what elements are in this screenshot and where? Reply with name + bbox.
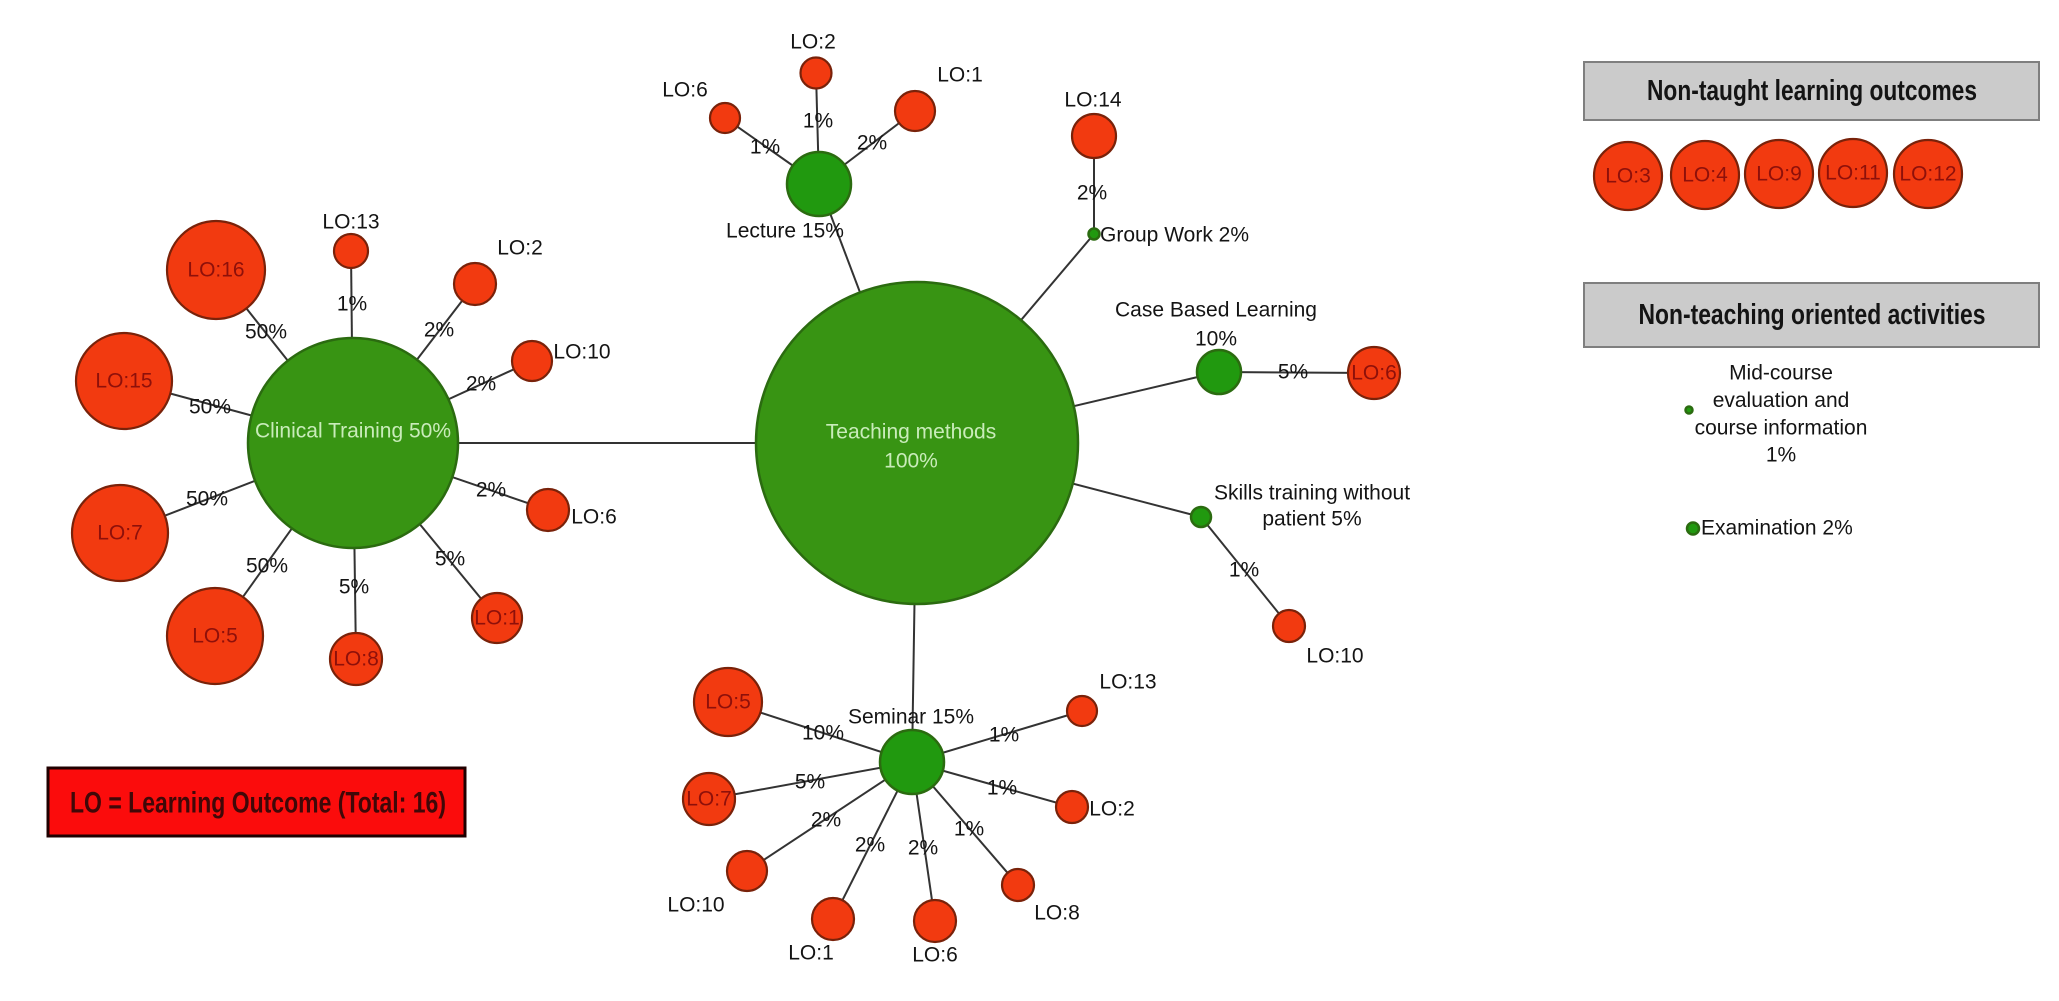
svg-text:LO:1: LO:1 xyxy=(788,942,834,965)
svg-text:1%: 1% xyxy=(989,724,1019,747)
svg-text:Seminar 15%: Seminar 15% xyxy=(848,706,974,729)
svg-text:10%: 10% xyxy=(802,722,844,745)
svg-text:Examination 2%: Examination 2% xyxy=(1701,517,1853,540)
svg-text:LO = Learning Outcome (Total:: LO = Learning Outcome (Total: 16) xyxy=(70,787,446,820)
svg-text:evaluation and: evaluation and xyxy=(1713,389,1850,412)
svg-text:LO:11: LO:11 xyxy=(1825,162,1881,185)
svg-text:2%: 2% xyxy=(424,319,454,342)
svg-text:5%: 5% xyxy=(795,771,825,794)
svg-text:LO:5: LO:5 xyxy=(192,625,238,648)
svg-text:course information: course information xyxy=(1695,416,1868,439)
svg-text:LO:6: LO:6 xyxy=(662,79,708,102)
svg-text:Teaching methods: Teaching methods xyxy=(826,421,996,444)
svg-text:LO:6: LO:6 xyxy=(912,944,958,967)
svg-text:LO:3: LO:3 xyxy=(1605,165,1651,188)
svg-text:LO:7: LO:7 xyxy=(97,522,143,545)
svg-text:5%: 5% xyxy=(339,576,369,599)
svg-text:LO:10: LO:10 xyxy=(553,341,610,364)
svg-text:LO:10: LO:10 xyxy=(667,894,724,917)
svg-text:50%: 50% xyxy=(186,488,228,511)
svg-text:Non-teaching oriented activiti: Non-teaching oriented activities xyxy=(1639,299,1986,331)
svg-text:LO:9: LO:9 xyxy=(1756,163,1802,186)
svg-text:LO:8: LO:8 xyxy=(1034,902,1080,925)
svg-text:Non-taught learning outcomes: Non-taught learning outcomes xyxy=(1647,75,1977,107)
svg-text:LO:13: LO:13 xyxy=(322,211,379,234)
svg-text:50%: 50% xyxy=(246,555,288,578)
svg-text:Lecture 15%: Lecture 15% xyxy=(726,220,844,243)
svg-text:LO:6: LO:6 xyxy=(1351,362,1397,385)
svg-text:100%: 100% xyxy=(884,450,938,473)
svg-text:Skills training without: Skills training without xyxy=(1214,482,1410,505)
svg-text:2%: 2% xyxy=(466,373,496,396)
svg-text:LO:15: LO:15 xyxy=(95,370,152,393)
svg-text:LO:4: LO:4 xyxy=(1682,164,1728,187)
svg-text:2%: 2% xyxy=(1077,182,1107,205)
svg-text:LO:2: LO:2 xyxy=(1089,798,1135,821)
svg-text:LO:14: LO:14 xyxy=(1064,89,1122,112)
svg-text:LO:1: LO:1 xyxy=(474,607,520,630)
svg-text:2%: 2% xyxy=(908,837,938,860)
svg-text:LO:12: LO:12 xyxy=(1899,163,1956,186)
svg-text:2%: 2% xyxy=(855,834,885,857)
svg-text:Group Work 2%: Group Work 2% xyxy=(1100,224,1249,247)
svg-text:LO:6: LO:6 xyxy=(571,506,617,529)
svg-text:5%: 5% xyxy=(1278,361,1308,384)
svg-text:LO:8: LO:8 xyxy=(333,648,379,671)
svg-text:Mid-course: Mid-course xyxy=(1729,362,1833,385)
svg-text:Case Based Learning: Case Based Learning xyxy=(1115,299,1317,322)
svg-text:LO:1: LO:1 xyxy=(937,64,983,87)
svg-text:LO:2: LO:2 xyxy=(790,31,836,54)
svg-text:2%: 2% xyxy=(857,132,887,155)
svg-text:2%: 2% xyxy=(476,479,506,502)
svg-text:1%: 1% xyxy=(1766,444,1796,467)
svg-text:LO:16: LO:16 xyxy=(187,259,244,282)
svg-text:LO:13: LO:13 xyxy=(1099,671,1156,694)
svg-text:1%: 1% xyxy=(954,818,984,841)
svg-text:Clinical Training 50%: Clinical Training 50% xyxy=(255,420,451,443)
svg-text:LO:10: LO:10 xyxy=(1306,645,1363,668)
svg-text:LO:2: LO:2 xyxy=(497,237,543,260)
svg-text:50%: 50% xyxy=(189,396,231,419)
svg-text:1%: 1% xyxy=(1229,559,1259,582)
svg-text:50%: 50% xyxy=(245,321,287,344)
svg-text:1%: 1% xyxy=(987,777,1017,800)
svg-text:1%: 1% xyxy=(337,293,367,316)
svg-text:1%: 1% xyxy=(750,136,780,159)
svg-text:LO:7: LO:7 xyxy=(686,788,732,811)
svg-text:patient 5%: patient 5% xyxy=(1262,508,1361,531)
svg-text:5%: 5% xyxy=(435,548,465,571)
svg-text:2%: 2% xyxy=(811,809,841,832)
svg-text:1%: 1% xyxy=(803,110,833,133)
svg-text:LO:5: LO:5 xyxy=(705,691,751,714)
svg-text:10%: 10% xyxy=(1195,328,1237,351)
